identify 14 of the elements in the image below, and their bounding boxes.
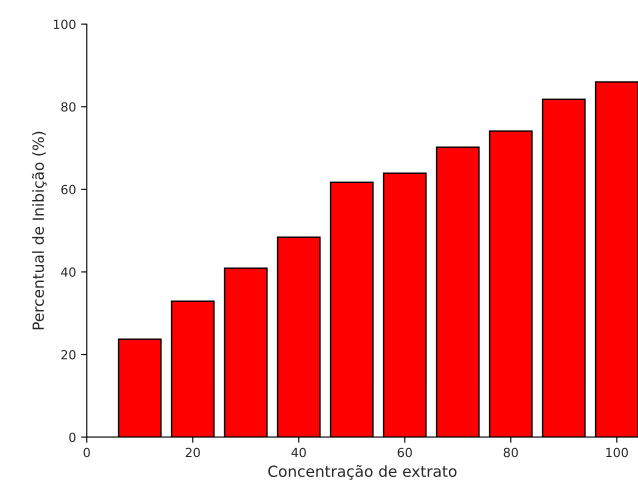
y-tick-label: 80 [61, 102, 76, 112]
y-tick-label: 40 [61, 267, 76, 277]
y-axis-title: Percentual de Inibição (%) [32, 132, 47, 330]
x-tick-label: 0 [84, 448, 90, 458]
x-tick-label: 100 [606, 448, 628, 458]
x-tick-label: 40 [291, 448, 306, 458]
y-tick-label: 60 [61, 184, 76, 194]
y-tick-label: 100 [54, 20, 76, 30]
x-tick-label: 80 [504, 448, 518, 458]
y-tick-label: 20 [61, 350, 76, 360]
x-axis-title: Concentração de extrato [268, 464, 456, 480]
x-tick-label: 60 [398, 448, 412, 458]
y-tick-label: 0 [69, 432, 76, 442]
x-tick-label: 20 [186, 448, 200, 458]
